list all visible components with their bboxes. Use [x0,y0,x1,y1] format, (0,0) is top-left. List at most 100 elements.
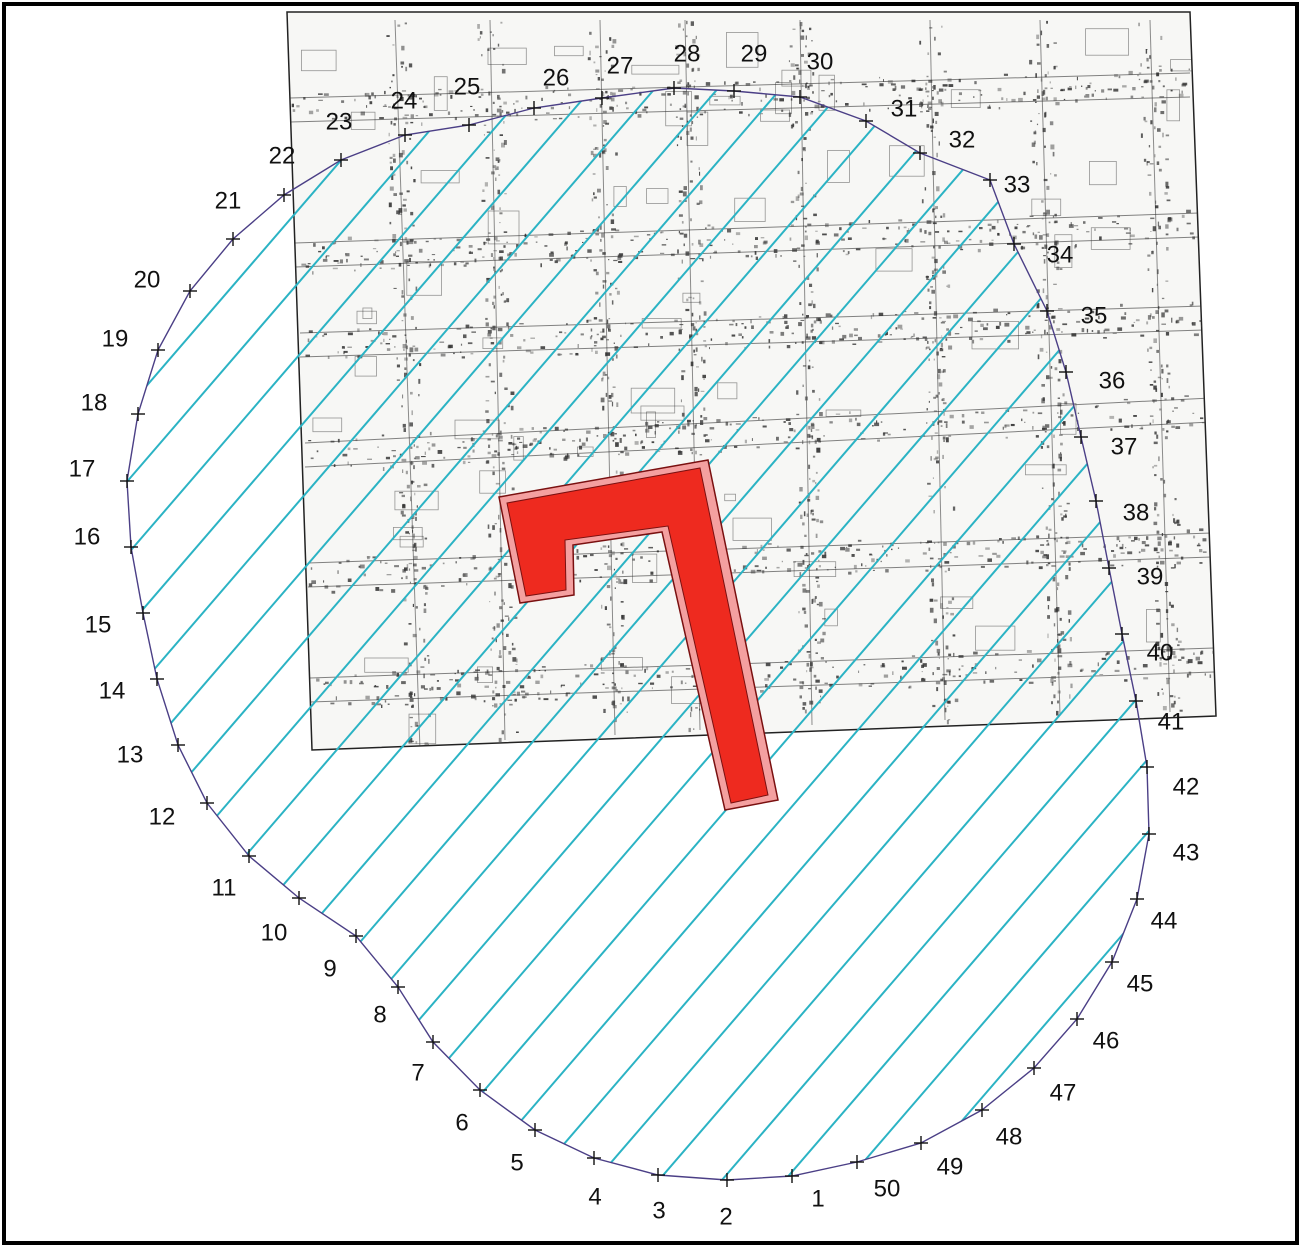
map-speckle [980,323,984,327]
map-speckle [815,429,820,431]
map-speckle [632,86,636,89]
map-speckle [648,343,650,346]
map-speckle [393,106,398,110]
map-speckle [796,247,801,250]
map-speckle [1177,644,1180,647]
parcel-outline [350,111,376,130]
map-speckle [1037,89,1039,93]
map-speckle [1042,212,1047,217]
map-speckle [1054,220,1058,224]
map-speckle [1024,76,1028,78]
map-speckle [1001,97,1004,101]
map-speckle [941,320,946,323]
map-speckle [816,580,819,583]
map-speckle [1101,657,1107,660]
map-speckle [887,80,893,84]
map-speckle [690,160,693,163]
map-speckle [958,668,961,671]
map-speckle [1105,97,1107,100]
map-speckle [696,106,699,111]
map-speckle [624,665,627,668]
vertex-marker [242,849,256,863]
map-speckle [1128,536,1131,539]
map-speckle [499,606,503,610]
map-speckle [615,287,618,290]
map-speckle [805,82,808,84]
map-speckle [618,260,623,263]
map-speckle [504,615,509,617]
map-speckle [428,744,429,746]
map-speckle [999,538,1002,541]
map-speckle [410,391,413,395]
map-speckle [852,343,857,345]
map-speckle [568,106,571,110]
map-speckle [594,341,598,344]
map-speckle [539,431,542,434]
map-speckle [940,425,943,427]
map-speckle [525,349,531,353]
map-speckle [1021,418,1023,422]
map-speckle [811,300,813,306]
map-speckle [318,250,322,253]
map-speckle [776,436,779,441]
map-speckle [460,343,463,346]
map-speckle [932,118,934,124]
map-speckle [322,335,325,337]
map-speckle [1167,217,1171,223]
map-speckle [1133,321,1136,323]
map-speckle [660,252,665,254]
map-speckle [474,697,477,701]
map-speckle [870,683,875,685]
map-speckle [1176,319,1180,324]
map-speckle [869,553,872,555]
map-speckle [879,76,881,79]
map-speckle [819,320,822,324]
map-speckle [699,315,701,320]
map-speckle [797,170,800,175]
map-speckle [350,464,352,467]
map-speckle [940,215,943,218]
map-speckle [572,573,577,576]
map-speckle [1174,498,1177,501]
map-speckle [605,687,609,689]
map-speckle [531,427,534,430]
map-speckle [1037,231,1040,233]
map-speckle [933,618,937,624]
map-speckle [410,316,414,320]
map-speckle [611,300,614,305]
parcel-outline [781,69,812,87]
map-speckle [1055,532,1058,534]
map-speckle [1162,132,1164,138]
map-speckle [677,81,681,84]
map-speckle [516,658,518,663]
map-speckle [575,674,580,678]
map-speckle [921,317,925,320]
parcel-outline [312,417,343,433]
map-speckle [1152,85,1155,90]
map-speckle [814,596,817,599]
map-speckle [403,642,408,646]
map-speckle [516,691,520,696]
map-speckle [484,685,489,688]
map-speckle [880,421,883,423]
map-speckle [696,366,699,368]
map-speckle [330,702,335,705]
vertex-marker [200,796,214,810]
parcel-outline [724,493,737,502]
map-speckle [530,351,534,354]
map-speckle [1047,633,1049,639]
map-speckle [409,461,414,465]
vertex-marker [1129,694,1143,708]
map-speckle [599,302,601,307]
map-speckle [1143,677,1149,680]
map-speckle [1176,519,1180,524]
map-speckle [1116,544,1118,547]
map-speckle [805,45,807,48]
map-speckle [945,612,949,615]
map-speckle [614,433,617,435]
map-speckle [735,423,741,425]
map-speckle [942,270,946,274]
vertex-label-12: 12 [149,803,176,830]
map-speckle [1171,68,1173,72]
map-speckle [995,325,1000,329]
